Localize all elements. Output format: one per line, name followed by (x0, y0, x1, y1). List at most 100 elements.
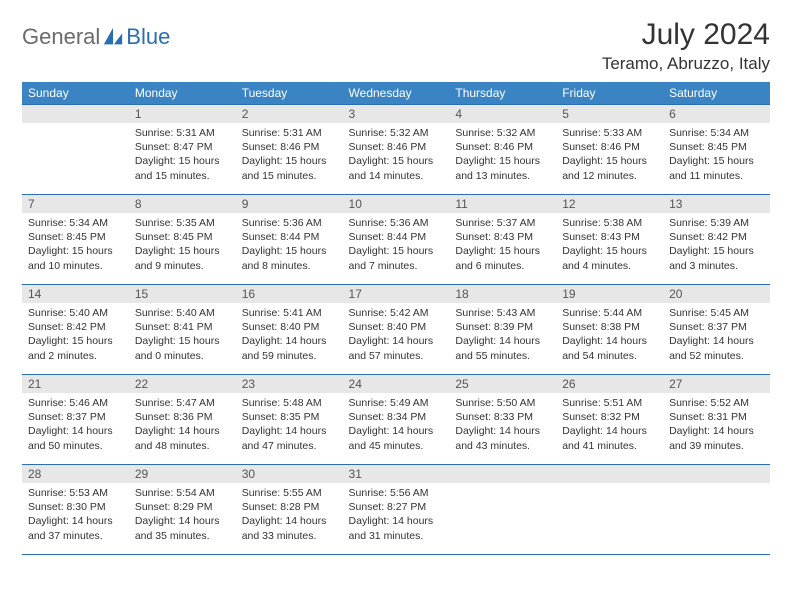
day-body: Sunrise: 5:44 AMSunset: 8:38 PMDaylight:… (556, 303, 663, 367)
sunset-line: Sunset: 8:46 PM (242, 140, 337, 154)
sunset-line: Sunset: 8:37 PM (669, 320, 764, 334)
daylight-line: Daylight: 15 hours and 12 minutes. (562, 154, 657, 182)
daylight-line: Daylight: 15 hours and 15 minutes. (242, 154, 337, 182)
daylight-line: Daylight: 15 hours and 4 minutes. (562, 244, 657, 272)
sunrise-line: Sunrise: 5:36 AM (242, 216, 337, 230)
sunrise-line: Sunrise: 5:54 AM (135, 486, 230, 500)
sunrise-line: Sunrise: 5:44 AM (562, 306, 657, 320)
day-number: 14 (22, 285, 129, 303)
day-body: Sunrise: 5:32 AMSunset: 8:46 PMDaylight:… (449, 123, 556, 187)
day-cell: 12Sunrise: 5:38 AMSunset: 8:43 PMDayligh… (556, 195, 663, 285)
day-header-row: SundayMondayTuesdayWednesdayThursdayFrid… (22, 82, 770, 105)
day-number: 17 (343, 285, 450, 303)
daylight-line: Daylight: 15 hours and 15 minutes. (135, 154, 230, 182)
day-body: Sunrise: 5:52 AMSunset: 8:31 PMDaylight:… (663, 393, 770, 457)
day-body: Sunrise: 5:34 AMSunset: 8:45 PMDaylight:… (663, 123, 770, 187)
sunset-line: Sunset: 8:28 PM (242, 500, 337, 514)
day-number (663, 465, 770, 483)
sunset-line: Sunset: 8:42 PM (669, 230, 764, 244)
day-body: Sunrise: 5:39 AMSunset: 8:42 PMDaylight:… (663, 213, 770, 277)
week-row: 14Sunrise: 5:40 AMSunset: 8:42 PMDayligh… (22, 285, 770, 375)
day-cell: 19Sunrise: 5:44 AMSunset: 8:38 PMDayligh… (556, 285, 663, 375)
sunrise-line: Sunrise: 5:56 AM (349, 486, 444, 500)
sunset-line: Sunset: 8:46 PM (562, 140, 657, 154)
day-body: Sunrise: 5:38 AMSunset: 8:43 PMDaylight:… (556, 213, 663, 277)
sunrise-line: Sunrise: 5:40 AM (28, 306, 123, 320)
day-cell: 10Sunrise: 5:36 AMSunset: 8:44 PMDayligh… (343, 195, 450, 285)
day-number: 15 (129, 285, 236, 303)
day-number: 12 (556, 195, 663, 213)
header: General Blue July 2024 Teramo, Abruzzo, … (22, 18, 770, 74)
day-body: Sunrise: 5:42 AMSunset: 8:40 PMDaylight:… (343, 303, 450, 367)
day-cell: 1Sunrise: 5:31 AMSunset: 8:47 PMDaylight… (129, 105, 236, 195)
day-number: 8 (129, 195, 236, 213)
sunrise-line: Sunrise: 5:43 AM (455, 306, 550, 320)
day-body: Sunrise: 5:36 AMSunset: 8:44 PMDaylight:… (343, 213, 450, 277)
day-body: Sunrise: 5:40 AMSunset: 8:42 PMDaylight:… (22, 303, 129, 367)
day-body: Sunrise: 5:43 AMSunset: 8:39 PMDaylight:… (449, 303, 556, 367)
daylight-line: Daylight: 14 hours and 39 minutes. (669, 424, 764, 452)
sunset-line: Sunset: 8:46 PM (455, 140, 550, 154)
day-number: 2 (236, 105, 343, 123)
day-number: 16 (236, 285, 343, 303)
day-cell: 11Sunrise: 5:37 AMSunset: 8:43 PMDayligh… (449, 195, 556, 285)
sunset-line: Sunset: 8:45 PM (28, 230, 123, 244)
daylight-line: Daylight: 14 hours and 41 minutes. (562, 424, 657, 452)
sunrise-line: Sunrise: 5:50 AM (455, 396, 550, 410)
day-cell: 23Sunrise: 5:48 AMSunset: 8:35 PMDayligh… (236, 375, 343, 465)
sunset-line: Sunset: 8:45 PM (135, 230, 230, 244)
day-cell: 13Sunrise: 5:39 AMSunset: 8:42 PMDayligh… (663, 195, 770, 285)
day-number: 11 (449, 195, 556, 213)
sunrise-line: Sunrise: 5:48 AM (242, 396, 337, 410)
day-header: Sunday (22, 82, 129, 105)
sunrise-line: Sunrise: 5:46 AM (28, 396, 123, 410)
day-body: Sunrise: 5:40 AMSunset: 8:41 PMDaylight:… (129, 303, 236, 367)
sunrise-line: Sunrise: 5:31 AM (242, 126, 337, 140)
day-cell: 3Sunrise: 5:32 AMSunset: 8:46 PMDaylight… (343, 105, 450, 195)
day-cell: 21Sunrise: 5:46 AMSunset: 8:37 PMDayligh… (22, 375, 129, 465)
day-body (449, 483, 556, 543)
sunrise-line: Sunrise: 5:41 AM (242, 306, 337, 320)
daylight-line: Daylight: 14 hours and 43 minutes. (455, 424, 550, 452)
day-number: 30 (236, 465, 343, 483)
day-body: Sunrise: 5:45 AMSunset: 8:37 PMDaylight:… (663, 303, 770, 367)
day-cell: 28Sunrise: 5:53 AMSunset: 8:30 PMDayligh… (22, 465, 129, 555)
sunset-line: Sunset: 8:27 PM (349, 500, 444, 514)
sail-icon (102, 26, 124, 48)
sunset-line: Sunset: 8:37 PM (28, 410, 123, 424)
daylight-line: Daylight: 14 hours and 33 minutes. (242, 514, 337, 542)
day-body: Sunrise: 5:53 AMSunset: 8:30 PMDaylight:… (22, 483, 129, 547)
day-number: 4 (449, 105, 556, 123)
day-cell: 17Sunrise: 5:42 AMSunset: 8:40 PMDayligh… (343, 285, 450, 375)
daylight-line: Daylight: 14 hours and 37 minutes. (28, 514, 123, 542)
day-body: Sunrise: 5:41 AMSunset: 8:40 PMDaylight:… (236, 303, 343, 367)
week-row: 28Sunrise: 5:53 AMSunset: 8:30 PMDayligh… (22, 465, 770, 555)
sunrise-line: Sunrise: 5:34 AM (669, 126, 764, 140)
daylight-line: Daylight: 14 hours and 50 minutes. (28, 424, 123, 452)
day-number (556, 465, 663, 483)
sunrise-line: Sunrise: 5:38 AM (562, 216, 657, 230)
sunset-line: Sunset: 8:43 PM (562, 230, 657, 244)
day-body: Sunrise: 5:35 AMSunset: 8:45 PMDaylight:… (129, 213, 236, 277)
day-cell (22, 105, 129, 195)
day-header: Friday (556, 82, 663, 105)
sunset-line: Sunset: 8:45 PM (669, 140, 764, 154)
day-cell: 27Sunrise: 5:52 AMSunset: 8:31 PMDayligh… (663, 375, 770, 465)
day-body: Sunrise: 5:47 AMSunset: 8:36 PMDaylight:… (129, 393, 236, 457)
week-row: 1Sunrise: 5:31 AMSunset: 8:47 PMDaylight… (22, 105, 770, 195)
day-body: Sunrise: 5:31 AMSunset: 8:46 PMDaylight:… (236, 123, 343, 187)
sunset-line: Sunset: 8:30 PM (28, 500, 123, 514)
sunset-line: Sunset: 8:47 PM (135, 140, 230, 154)
day-body: Sunrise: 5:32 AMSunset: 8:46 PMDaylight:… (343, 123, 450, 187)
day-header: Monday (129, 82, 236, 105)
day-header: Tuesday (236, 82, 343, 105)
day-body: Sunrise: 5:55 AMSunset: 8:28 PMDaylight:… (236, 483, 343, 547)
sunset-line: Sunset: 8:39 PM (455, 320, 550, 334)
week-row: 7Sunrise: 5:34 AMSunset: 8:45 PMDaylight… (22, 195, 770, 285)
day-header: Saturday (663, 82, 770, 105)
day-number: 3 (343, 105, 450, 123)
daylight-line: Daylight: 15 hours and 7 minutes. (349, 244, 444, 272)
day-cell: 15Sunrise: 5:40 AMSunset: 8:41 PMDayligh… (129, 285, 236, 375)
daylight-line: Daylight: 15 hours and 14 minutes. (349, 154, 444, 182)
sunrise-line: Sunrise: 5:47 AM (135, 396, 230, 410)
